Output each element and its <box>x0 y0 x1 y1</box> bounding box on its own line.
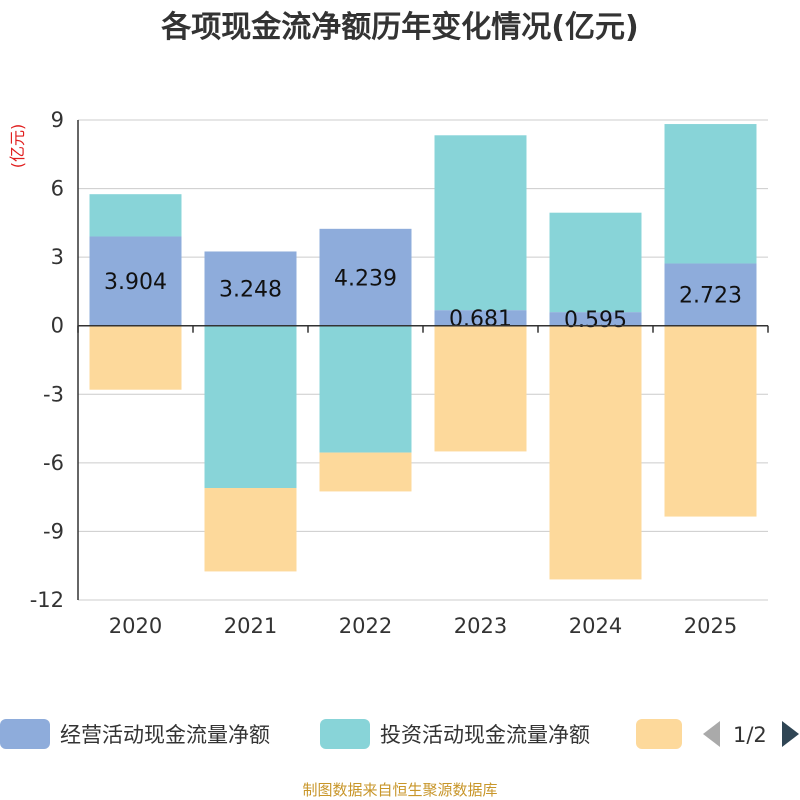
bars <box>89 124 757 580</box>
legend-swatch-financing[interactable] <box>636 719 682 749</box>
bar-financing[interactable] <box>434 325 527 452</box>
bar-investing[interactable] <box>204 325 297 488</box>
axes: 9 6 3 0 -3 -6 -9 -12 2020 2021 2022 2023 2024 2025 <box>30 108 769 638</box>
bar-value-label: 2.723 <box>679 284 742 309</box>
x-tick-label: 2025 <box>684 614 737 638</box>
bar-investing[interactable] <box>664 124 757 264</box>
x-tick-label: 2021 <box>224 614 277 638</box>
bar-investing[interactable] <box>434 135 527 311</box>
y-tick-label: -6 <box>43 451 64 475</box>
legend-swatch-investing[interactable] <box>320 719 370 749</box>
y-tick-label: 0 <box>51 314 64 338</box>
bar-financing[interactable] <box>89 325 182 390</box>
y-tick-label: 9 <box>51 108 64 132</box>
bar-value-label: 4.239 <box>334 266 397 291</box>
bar-value-label: 3.248 <box>219 278 282 303</box>
bar-financing[interactable] <box>664 325 757 517</box>
y-tick-label: -3 <box>43 382 64 406</box>
bar-value-label: 0.595 <box>564 308 627 333</box>
y-tick-label: -9 <box>43 519 64 543</box>
y-axis-unit: (亿元) <box>8 124 27 169</box>
bar-operating[interactable] <box>664 263 757 326</box>
bar-value-label: 3.904 <box>104 270 167 295</box>
bar-value-label: 0.681 <box>449 307 512 332</box>
bar-operating[interactable] <box>434 310 527 326</box>
data-labels: 3.904 3.248 4.239 0.681 0.595 2.723 <box>104 266 742 333</box>
legend-next-arrow-icon[interactable] <box>782 721 799 747</box>
source-note: 制图数据来自恒生聚源数据库 <box>302 781 497 799</box>
bar-investing[interactable] <box>319 325 412 453</box>
legend-label-operating[interactable]: 经营活动现金流量净额 <box>60 723 270 747</box>
bar-financing[interactable] <box>319 452 412 492</box>
y-tick-label: 6 <box>51 177 64 201</box>
bar-operating[interactable] <box>319 228 412 326</box>
legend-swatch-operating[interactable] <box>0 719 50 749</box>
y-tick-label: 3 <box>51 245 64 269</box>
legend-page-indicator: 1/2 <box>733 723 767 747</box>
y-tick-label: -12 <box>30 588 64 612</box>
bar-operating[interactable] <box>89 236 182 326</box>
legend-prev-arrow-icon[interactable] <box>703 721 720 747</box>
legend-label-investing[interactable]: 投资活动现金流量净额 <box>380 723 590 747</box>
bar-investing[interactable] <box>549 212 642 313</box>
legend: 经营活动现金流量净额 投资活动现金流量净额 1/2 <box>0 719 799 749</box>
bar-financing[interactable] <box>549 325 642 580</box>
x-tick-label: 2023 <box>454 614 507 638</box>
x-tick-label: 2022 <box>339 614 392 638</box>
chart-title: 各项现金流净额历年变化情况(亿元) <box>160 10 638 45</box>
x-tick-label: 2024 <box>569 614 622 638</box>
bar-investing[interactable] <box>89 194 182 237</box>
x-tick-label: 2020 <box>109 614 162 638</box>
bar-financing[interactable] <box>204 488 297 572</box>
bar-operating[interactable] <box>204 251 297 326</box>
bar-operating[interactable] <box>549 312 642 326</box>
